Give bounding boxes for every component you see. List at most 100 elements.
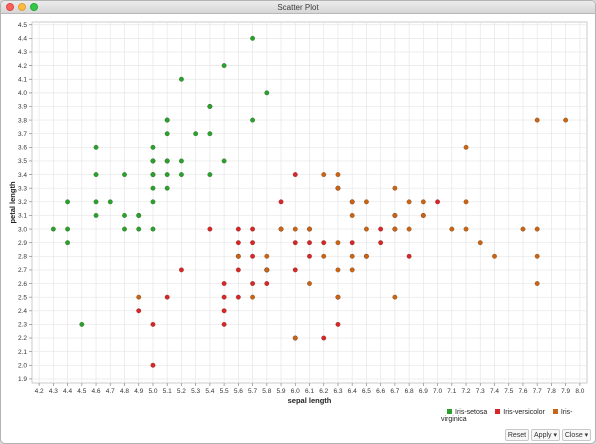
y-tick-label: 4.2 [18,63,27,70]
data-point-versicolor [221,308,227,314]
y-tick-label: 3.3 [18,185,27,192]
x-tick-label: 7.2 [462,388,471,395]
data-point-versicolor [278,199,284,205]
x-tick-label: 7.8 [547,388,556,395]
data-point-virginica [335,172,341,178]
reset-button[interactable]: Reset [505,429,529,441]
y-tick-label: 2.1 [18,349,27,356]
data-point-setosa [150,144,156,150]
y-tick-label: 2.2 [18,335,27,342]
data-point-setosa [178,172,184,178]
maximize-window-button[interactable] [30,3,38,11]
apply-button[interactable]: Apply ▾ [531,429,560,441]
data-point-virginica [335,267,341,273]
x-tick-label: 4.2 [35,388,44,395]
data-point-virginica [534,226,540,232]
x-tick-label: 5.4 [205,388,214,395]
y-tick-label: 3.7 [18,131,27,138]
data-point-versicolor [292,240,298,246]
data-point-versicolor [235,240,241,246]
x-tick-label: 5.7 [248,388,257,395]
minimize-window-button[interactable] [18,3,26,11]
data-point-versicolor [406,253,412,259]
x-tick-label: 7.9 [561,388,570,395]
data-point-virginica [307,226,313,232]
y-tick-label: 3.1 [18,213,27,220]
x-tick-label: 4.9 [134,388,143,395]
data-point-setosa [65,226,71,232]
data-point-setosa [207,103,213,109]
legend-swatch-setosa [447,409,452,414]
close-button[interactable]: Close ▾ [562,429,591,441]
x-tick-label: 6.0 [291,388,300,395]
data-point-versicolor [235,226,241,232]
data-point-setosa [178,76,184,82]
y-tick-label: 3.0 [18,226,27,233]
data-point-virginica [363,226,369,232]
legend-label-versicolor: Iris-versicolor [503,409,545,416]
x-tick-label: 7.1 [447,388,456,395]
data-point-setosa [150,172,156,178]
x-tick-label: 6.4 [348,388,357,395]
x-tick-label: 7.6 [518,388,527,395]
data-point-virginica [321,172,327,178]
data-point-versicolor [250,253,256,259]
data-point-setosa [150,199,156,205]
x-tick-label: 7.7 [533,388,542,395]
x-tick-label: 5.1 [163,388,172,395]
y-tick-label: 2.7 [18,267,27,274]
y-tick-label: 4.1 [18,76,27,83]
data-point-versicolor [335,321,341,327]
data-point-virginica [463,199,469,205]
y-tick-label: 2.9 [18,240,27,247]
scatter-plot[interactable]: 4.2 4.3 4.4 4.5 4.6 4.7 4.8 4.9 5.0 5.1 5.2 5.3 5.4 5… [1,15,595,407]
data-point-virginica [463,226,469,232]
data-point-setosa [121,226,127,232]
x-tick-label: 5.6 [234,388,243,395]
data-point-setosa [250,35,256,41]
data-point-versicolor [349,240,355,246]
data-point-virginica [449,226,455,232]
data-point-setosa [164,185,170,191]
data-point-virginica [363,199,369,205]
x-tick-label: 5.5 [220,388,229,395]
y-tick-label: 3.8 [18,117,27,124]
y-tick-label: 4.5 [18,22,27,29]
data-point-versicolor [136,308,142,314]
x-tick-label: 6.7 [390,388,399,395]
close-window-button[interactable] [6,3,14,11]
data-point-virginica [534,281,540,287]
data-point-virginica [235,253,241,259]
data-point-versicolor [321,240,327,246]
legend-item-versicolor: Iris-versicolor [495,409,545,416]
data-point-virginica [363,253,369,259]
data-point-versicolor [292,267,298,273]
x-tick-label: 6.5 [362,388,371,395]
data-point-virginica [349,253,355,259]
data-point-versicolor [221,294,227,300]
legend-swatch-versicolor [495,409,501,414]
data-point-virginica [463,144,469,150]
data-point-versicolor [250,240,256,246]
y-tick-label: 1.9 [18,376,27,383]
x-tick-label: 7.4 [490,388,499,395]
data-point-setosa [93,199,99,205]
y-tick-label: 2.5 [18,294,27,301]
data-point-setosa [207,172,213,178]
data-point-virginica [321,253,327,259]
x-tick-label: 6.9 [419,388,428,395]
x-tick-label: 7.0 [433,388,442,395]
data-point-versicolor [207,226,213,232]
data-point-versicolor [378,226,384,232]
data-point-setosa [178,158,184,164]
y-tick-label: 3.2 [18,199,27,206]
data-point-setosa [121,212,127,218]
data-point-virginica [335,240,341,246]
data-point-setosa [150,226,156,232]
data-point-setosa [150,158,156,164]
window-title: Scatter Plot [277,3,319,12]
data-point-versicolor [321,335,327,341]
data-point-virginica [278,226,284,232]
data-point-virginica [292,335,298,341]
x-tick-label: 7.3 [476,388,485,395]
